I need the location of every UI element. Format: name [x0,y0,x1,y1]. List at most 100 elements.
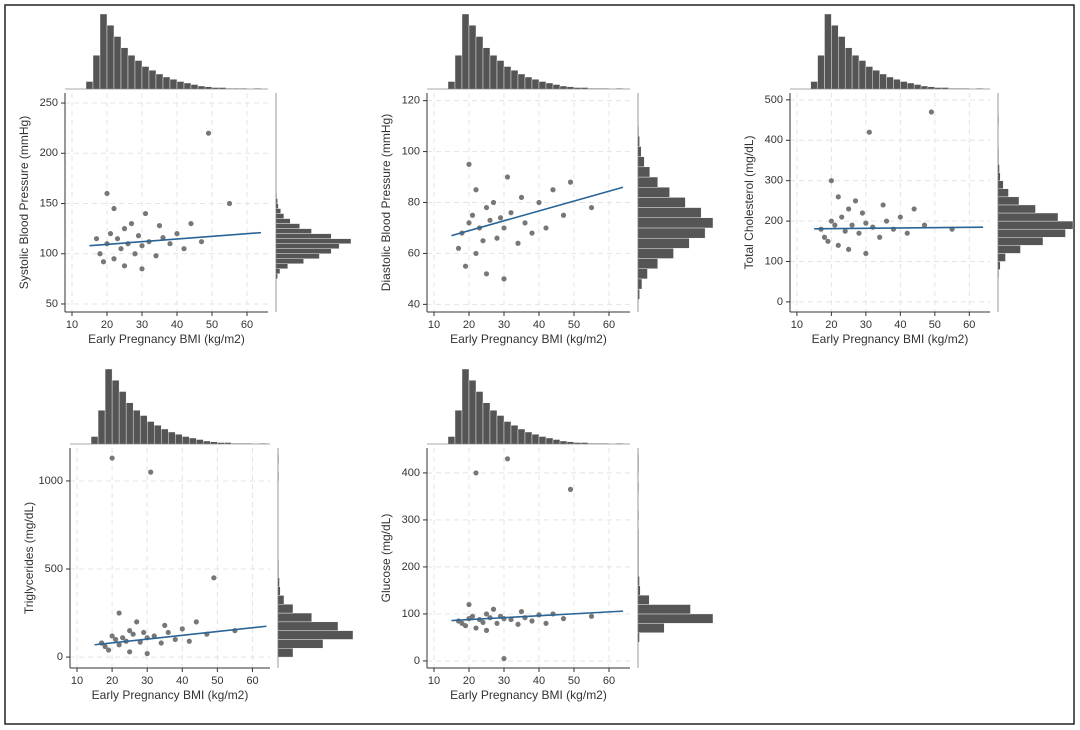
y-hist-bar [277,586,281,596]
point [821,234,828,240]
x-hist-bar [146,421,155,445]
point [494,235,500,241]
x-hist-bar [168,431,176,445]
x-hist-bar [886,76,894,90]
x-hist-bar [127,55,136,90]
y-tick-label: 300 [402,514,420,526]
point [849,222,855,228]
y-hist-bar [997,245,1021,254]
y-tick-label: 200 [402,561,420,573]
y-hist-bar [277,604,294,614]
point [198,239,205,245]
x-tick-label: 40 [533,319,545,331]
y-hist-bar [637,197,686,208]
y-axis-label: Total Cholesterol (mg/dL) [742,135,756,269]
y-hist-bar [275,218,291,224]
point [911,206,917,212]
point [490,199,497,206]
point [105,647,112,653]
point [863,250,869,257]
y-tick-label: 0 [57,651,63,663]
x-hist-bar [503,421,512,445]
x-hist-bar [517,428,526,445]
x-hist-bar [204,86,213,90]
x-hist-bar [90,436,99,445]
x-hist-bar [125,402,134,445]
y-axis-label: Glucose (mg/dL) [379,514,393,603]
y-tick-label: 100 [402,145,420,157]
y-hist-bar [637,146,642,157]
x-hist-bar [531,79,540,90]
y-tick-label: 500 [765,94,783,106]
y-hist-bar [637,268,648,280]
y-tick-label: 0 [777,296,783,308]
point [111,256,117,262]
point [567,179,574,185]
y-tick-label: 80 [408,196,420,208]
point [466,220,472,226]
y-tick-label: 100 [40,248,58,260]
x-hist-bar [182,436,190,445]
x-hist-bar [175,434,183,445]
y-hist-bar [637,248,674,259]
x-tick-label: 30 [141,675,153,687]
x-hist-bar [517,73,526,90]
point [167,241,173,247]
point [897,214,903,220]
point [483,611,490,617]
fit-line [94,625,267,646]
x-tick-label: 30 [498,319,510,331]
point [93,236,100,242]
point [132,251,138,257]
x-hist-bar [559,85,568,90]
x-tick-label: 30 [860,319,872,331]
y-tick-label: 120 [402,95,420,107]
x-axis-label: Early Pregnancy BMI (kg/m2) [812,332,969,346]
y-tick-label: 400 [402,467,420,479]
point [113,636,119,643]
x-hist-bar [496,415,505,445]
point [226,200,233,207]
x-hist-bar [461,368,470,445]
y-hist-bar [277,630,354,640]
point [856,230,862,236]
point [109,633,115,639]
x-hist-bar [162,76,171,90]
point [835,194,841,200]
point [866,129,872,135]
x-tick-label: 60 [241,319,253,331]
x-tick-label: 60 [603,319,615,331]
point [116,610,122,616]
x-hist-bar [92,55,101,90]
y-hist-bar [637,217,714,229]
y-hist-bar [997,261,1001,270]
x-hist-bar [879,73,887,90]
x-hist-bar [468,25,477,90]
x-hist-bar [132,410,141,445]
y-tick-label: 500 [45,563,63,575]
x-hist-bar [510,70,519,90]
point [832,222,838,228]
point [560,212,567,218]
x-hist-bar [851,55,860,90]
x-hist-bar [447,81,456,90]
point [142,210,149,217]
x-hist-bar [134,60,143,90]
point [114,236,121,242]
point [127,628,133,634]
point [462,623,469,629]
point [501,276,507,282]
y-hist-bar [637,594,650,605]
y-hist-bar [997,204,1036,214]
point [904,230,910,236]
x-axis-label: Early Pregnancy BMI (kg/m2) [92,688,249,702]
y-tick-label: 40 [408,298,420,310]
fit-line [89,231,262,247]
x-axis-label: Early Pregnancy BMI (kg/m2) [88,332,245,346]
point [921,222,928,228]
x-hist-bar [810,81,818,90]
x-hist-bar [844,47,853,90]
point [529,230,535,236]
point [473,187,479,193]
y-tick-label: 100 [765,255,783,267]
